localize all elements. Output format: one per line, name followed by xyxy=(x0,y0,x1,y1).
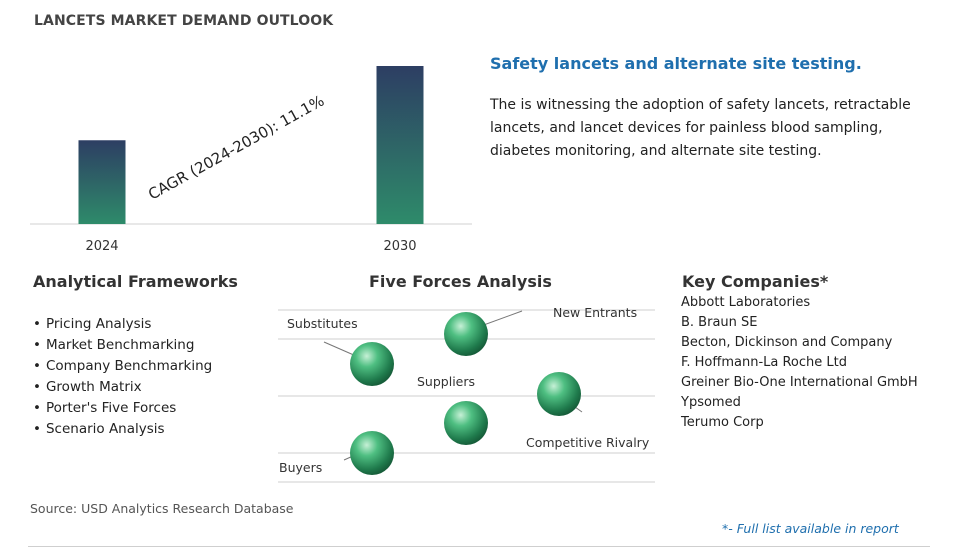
competitive-rivalry-sphere xyxy=(537,372,581,416)
key-companies-list: Abbott Laboratories B. Braun SE Becton, Di… xyxy=(681,293,918,433)
footnote: *- Full list available in report xyxy=(722,521,899,536)
company-item: F. Hoffmann-La Roche Ltd xyxy=(681,355,847,370)
bar-2030 xyxy=(376,66,424,224)
buyers-sphere xyxy=(350,431,394,475)
headline: Safety lancets and alternate site testin… xyxy=(490,54,862,73)
company-item: Terumo Corp xyxy=(681,415,764,430)
source-note: Source: USD Analytics Research Database xyxy=(30,501,294,516)
framework-item: Growth Matrix xyxy=(33,377,212,398)
force-label-buyers: Buyers xyxy=(279,460,322,475)
force-label-competitive-rivalry: Competitive Rivalry xyxy=(526,435,650,450)
demand-bar-chart: 2024 2030 CAGR (2024-2030): 11.1% xyxy=(30,66,472,254)
framework-item: Porter's Five Forces xyxy=(33,398,212,419)
bar-2024 xyxy=(78,140,126,224)
framework-item: Market Benchmarking xyxy=(33,335,212,356)
framework-item: Pricing Analysis xyxy=(33,314,212,335)
force-label-new-entrants: New Entrants xyxy=(553,305,637,320)
company-item: Abbott Laboratories xyxy=(681,295,811,310)
five-forces-title: Five Forces Analysis xyxy=(369,272,552,291)
bottom-divider xyxy=(28,546,930,547)
description: The is witnessing the adoption of safety… xyxy=(490,97,911,159)
x-tick-label: 2030 xyxy=(383,239,416,254)
force-label-substitutes: Substitutes xyxy=(287,316,358,331)
x-tick-label: 2024 xyxy=(85,239,118,254)
page-title: LANCETS MARKET DEMAND OUTLOOK xyxy=(34,13,334,29)
company-item: Ypsomed xyxy=(681,395,741,410)
company-item: Greiner Bio-One International GmbH xyxy=(681,375,918,390)
company-item: Becton, Dickinson and Company xyxy=(681,335,893,350)
new-entrants-sphere xyxy=(444,312,488,356)
company-item: B. Braun SE xyxy=(681,315,758,330)
framework-item: Scenario Analysis xyxy=(33,419,212,440)
framework-item: Company Benchmarking xyxy=(33,356,212,377)
substitutes-sphere xyxy=(350,342,394,386)
suppliers-sphere xyxy=(444,401,488,445)
force-label-suppliers: Suppliers xyxy=(417,374,475,389)
frameworks-title: Analytical Frameworks xyxy=(33,272,238,291)
frameworks-list: Pricing AnalysisMarket BenchmarkingCompa… xyxy=(33,314,212,440)
key-companies-title: Key Companies* xyxy=(682,272,829,291)
